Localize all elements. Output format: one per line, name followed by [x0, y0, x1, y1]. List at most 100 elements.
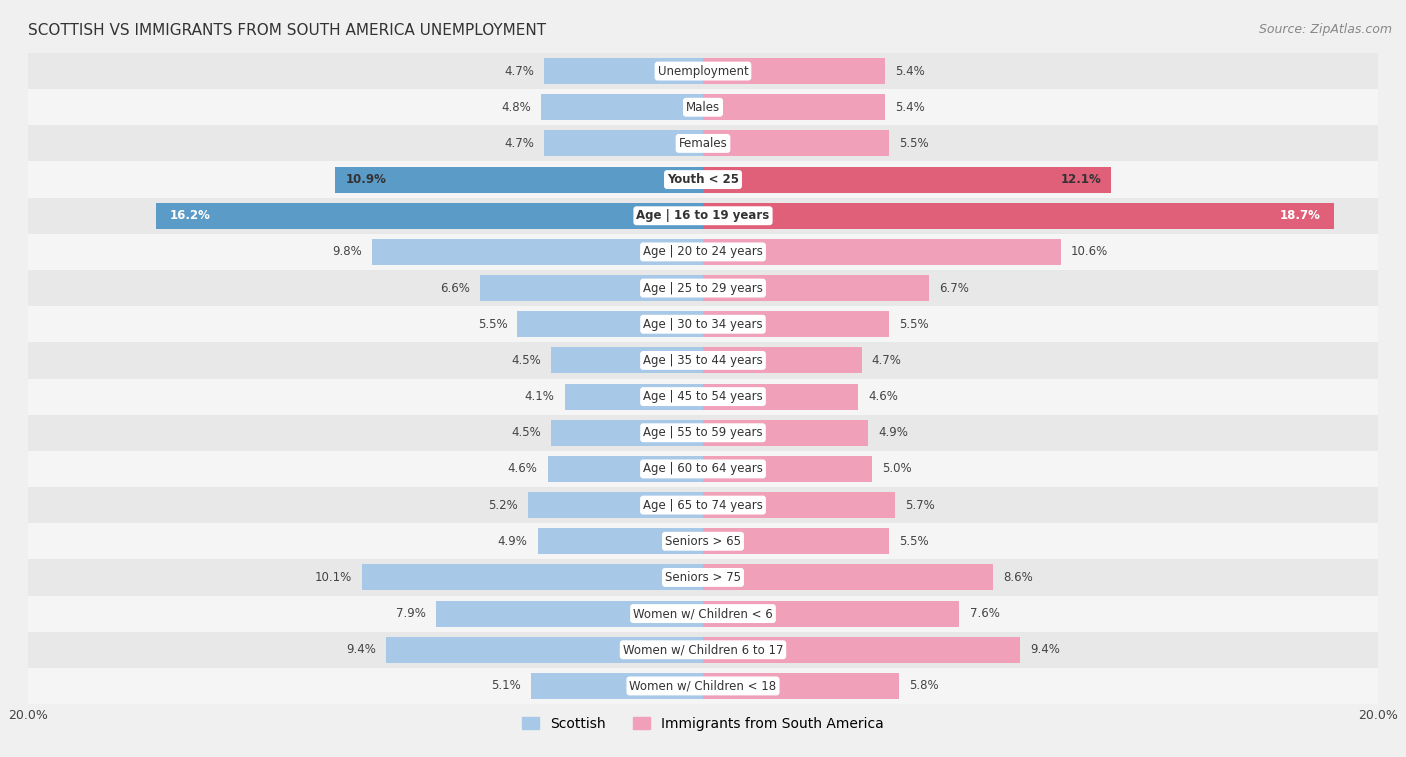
Text: 4.5%: 4.5% — [512, 354, 541, 367]
Bar — [703, 565, 993, 590]
Bar — [28, 234, 1378, 270]
Bar — [703, 419, 869, 446]
Bar — [28, 161, 1378, 198]
Text: 8.6%: 8.6% — [1004, 571, 1033, 584]
Bar — [28, 126, 1378, 161]
Bar — [565, 384, 703, 410]
Text: 9.4%: 9.4% — [346, 643, 375, 656]
Bar — [28, 487, 1378, 523]
Text: 6.7%: 6.7% — [939, 282, 969, 294]
Bar — [28, 342, 1378, 378]
Text: Age | 45 to 54 years: Age | 45 to 54 years — [643, 390, 763, 403]
Text: Women w/ Children < 18: Women w/ Children < 18 — [630, 680, 776, 693]
Bar — [517, 311, 703, 338]
Bar — [481, 275, 703, 301]
Bar — [703, 384, 858, 410]
Text: 4.7%: 4.7% — [505, 137, 534, 150]
Text: 5.4%: 5.4% — [896, 101, 925, 114]
Bar — [156, 203, 703, 229]
Text: Age | 25 to 29 years: Age | 25 to 29 years — [643, 282, 763, 294]
Bar — [527, 492, 703, 518]
Bar — [703, 637, 1021, 663]
Text: 4.7%: 4.7% — [505, 64, 534, 77]
Bar — [335, 167, 703, 192]
Bar — [28, 306, 1378, 342]
Text: Women w/ Children 6 to 17: Women w/ Children 6 to 17 — [623, 643, 783, 656]
Text: 5.8%: 5.8% — [908, 680, 938, 693]
Bar — [28, 270, 1378, 306]
Bar — [703, 167, 1111, 192]
Text: 10.9%: 10.9% — [346, 173, 387, 186]
Text: Unemployment: Unemployment — [658, 64, 748, 77]
Text: 4.6%: 4.6% — [869, 390, 898, 403]
Bar — [703, 673, 898, 699]
Text: 5.4%: 5.4% — [896, 64, 925, 77]
Text: Women w/ Children < 6: Women w/ Children < 6 — [633, 607, 773, 620]
Bar — [703, 275, 929, 301]
Text: 18.7%: 18.7% — [1279, 209, 1320, 223]
Bar — [28, 378, 1378, 415]
Text: 5.5%: 5.5% — [898, 318, 928, 331]
Text: 5.0%: 5.0% — [882, 463, 911, 475]
Legend: Scottish, Immigrants from South America: Scottish, Immigrants from South America — [516, 711, 890, 736]
Bar — [544, 130, 703, 157]
Text: 7.6%: 7.6% — [970, 607, 1000, 620]
Bar — [28, 523, 1378, 559]
Text: Males: Males — [686, 101, 720, 114]
Bar — [544, 58, 703, 84]
Bar — [703, 130, 889, 157]
Bar — [28, 53, 1378, 89]
Text: SCOTTISH VS IMMIGRANTS FROM SOUTH AMERICA UNEMPLOYMENT: SCOTTISH VS IMMIGRANTS FROM SOUTH AMERIC… — [28, 23, 547, 38]
Text: 5.1%: 5.1% — [491, 680, 520, 693]
Bar — [541, 94, 703, 120]
Bar — [703, 239, 1060, 265]
Bar — [28, 631, 1378, 668]
Text: 4.1%: 4.1% — [524, 390, 554, 403]
Bar — [548, 456, 703, 482]
Text: 5.5%: 5.5% — [898, 534, 928, 548]
Text: 4.9%: 4.9% — [879, 426, 908, 439]
Text: Age | 20 to 24 years: Age | 20 to 24 years — [643, 245, 763, 258]
Bar — [28, 559, 1378, 596]
Bar — [703, 456, 872, 482]
Bar — [28, 89, 1378, 126]
Bar — [363, 565, 703, 590]
Bar — [28, 198, 1378, 234]
Text: Youth < 25: Youth < 25 — [666, 173, 740, 186]
Text: Age | 55 to 59 years: Age | 55 to 59 years — [643, 426, 763, 439]
Text: 5.7%: 5.7% — [905, 499, 935, 512]
Text: Seniors > 75: Seniors > 75 — [665, 571, 741, 584]
Bar — [551, 419, 703, 446]
Text: 7.9%: 7.9% — [396, 607, 426, 620]
Text: 10.6%: 10.6% — [1071, 245, 1108, 258]
Bar — [537, 528, 703, 554]
Text: 4.5%: 4.5% — [512, 426, 541, 439]
Bar — [373, 239, 703, 265]
Bar — [703, 311, 889, 338]
Bar — [531, 673, 703, 699]
Bar — [703, 528, 889, 554]
Text: 10.1%: 10.1% — [315, 571, 352, 584]
Bar — [703, 492, 896, 518]
Text: 4.6%: 4.6% — [508, 463, 537, 475]
Text: Source: ZipAtlas.com: Source: ZipAtlas.com — [1258, 23, 1392, 36]
Bar — [703, 203, 1334, 229]
Text: 9.8%: 9.8% — [332, 245, 363, 258]
Text: Age | 30 to 34 years: Age | 30 to 34 years — [643, 318, 763, 331]
Bar — [551, 347, 703, 373]
Bar — [28, 668, 1378, 704]
Text: Age | 35 to 44 years: Age | 35 to 44 years — [643, 354, 763, 367]
Text: Age | 65 to 74 years: Age | 65 to 74 years — [643, 499, 763, 512]
Text: Seniors > 65: Seniors > 65 — [665, 534, 741, 548]
Text: Females: Females — [679, 137, 727, 150]
Bar — [28, 451, 1378, 487]
Text: 4.8%: 4.8% — [501, 101, 531, 114]
Bar — [436, 600, 703, 627]
Text: 4.7%: 4.7% — [872, 354, 901, 367]
Text: 5.2%: 5.2% — [488, 499, 517, 512]
Bar — [703, 600, 959, 627]
Text: 5.5%: 5.5% — [478, 318, 508, 331]
Text: 6.6%: 6.6% — [440, 282, 470, 294]
Text: 16.2%: 16.2% — [170, 209, 211, 223]
Text: 9.4%: 9.4% — [1031, 643, 1060, 656]
